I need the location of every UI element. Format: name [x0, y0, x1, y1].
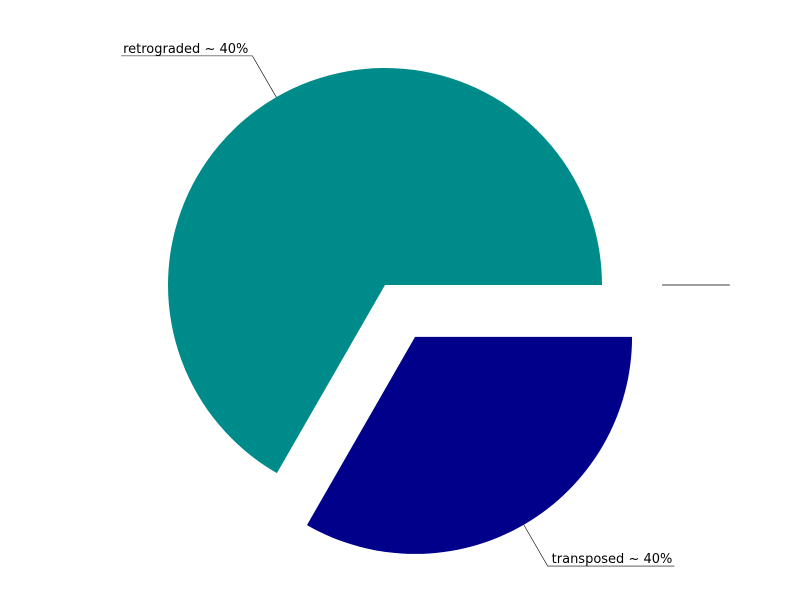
pie-slices: [167, 67, 633, 554]
slice-label: transposed ~ 40%: [552, 552, 673, 567]
slice-label: retrograded ~ 40%: [123, 42, 248, 57]
pie-slice: [306, 336, 633, 554]
label-leader-line: [523, 524, 675, 567]
pie-slice: [167, 67, 602, 474]
label-leader-line: [121, 55, 277, 98]
pie-labels: retrograded ~ 40% transposed ~ 40%: [121, 42, 730, 567]
